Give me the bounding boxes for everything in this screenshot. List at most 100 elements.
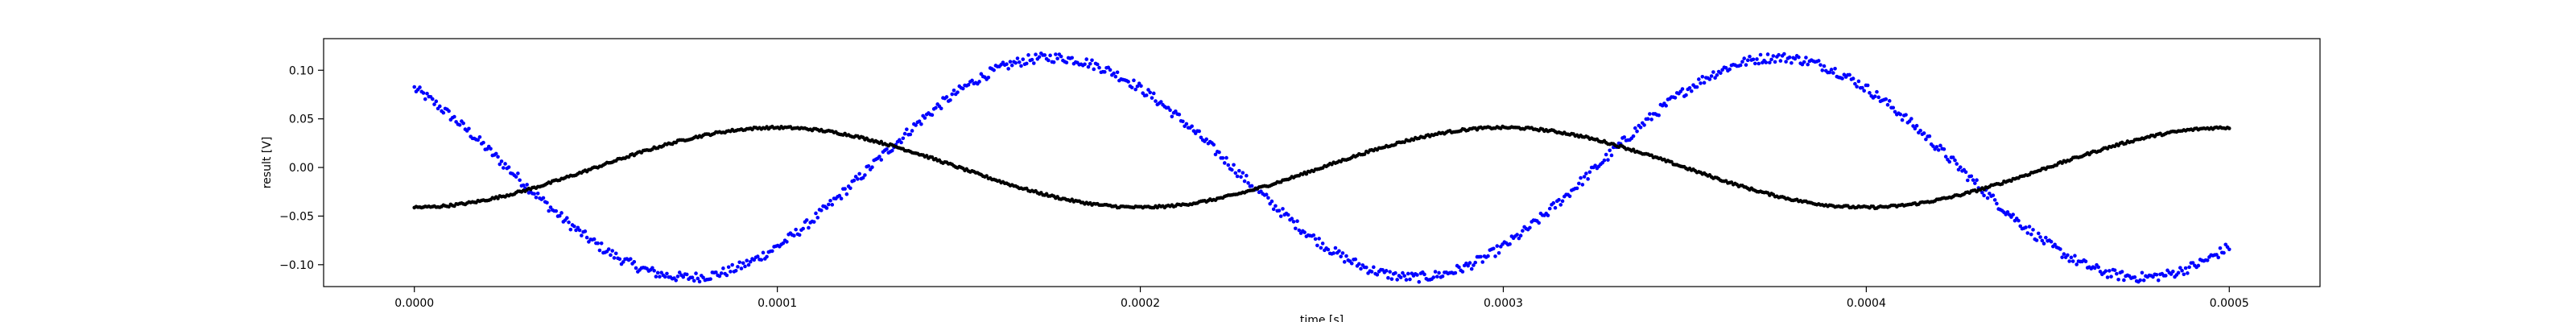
data-point — [1422, 272, 1426, 277]
x-tick-label: 0.0004 — [1847, 297, 1886, 310]
data-point — [2141, 278, 2146, 283]
data-point — [857, 171, 861, 176]
data-point — [1604, 152, 1608, 157]
data-point — [621, 260, 625, 264]
data-point — [1337, 249, 1341, 254]
data-point — [950, 92, 955, 97]
data-point — [1551, 200, 1556, 205]
data-point — [1927, 134, 1932, 138]
data-point — [1054, 52, 1058, 56]
data-point — [1479, 254, 1483, 259]
data-point — [992, 68, 996, 72]
data-point — [503, 162, 507, 166]
data-point — [866, 163, 871, 168]
data-point — [545, 200, 549, 205]
data-point — [1757, 61, 1761, 66]
data-point — [759, 258, 764, 262]
data-point — [580, 233, 584, 237]
data-point — [1372, 265, 1376, 270]
data-point — [1402, 274, 1406, 278]
data-point — [1395, 278, 1399, 282]
data-point — [2037, 231, 2041, 236]
data-point — [2115, 271, 2119, 276]
data-point — [1955, 162, 1959, 166]
x-tick-label: 0.0005 — [2210, 297, 2249, 310]
data-point — [1408, 277, 1412, 282]
data-point — [654, 275, 658, 279]
data-point — [1375, 273, 1380, 277]
data-point — [2112, 268, 2117, 272]
data-point — [1740, 60, 1744, 64]
data-point — [1918, 128, 1922, 133]
data-point — [675, 275, 680, 279]
data-point — [1606, 158, 1610, 162]
data-point — [1406, 271, 1410, 276]
data-point — [665, 271, 669, 276]
data-point — [572, 224, 576, 229]
data-point — [1687, 85, 1692, 90]
data-point — [2116, 277, 2120, 282]
data-point — [2074, 262, 2079, 266]
data-point — [1988, 192, 1992, 196]
data-point — [2196, 263, 2201, 268]
data-point — [736, 265, 740, 269]
data-point — [930, 113, 935, 118]
data-point — [559, 211, 564, 215]
data-point — [1213, 152, 1218, 157]
data-point — [655, 270, 660, 275]
data-point — [870, 165, 874, 170]
data-point — [489, 147, 493, 151]
data-point — [939, 106, 943, 111]
data-point — [1515, 233, 1519, 237]
data-point — [2024, 225, 2028, 229]
data-point — [919, 122, 923, 126]
data-point — [948, 98, 952, 102]
data-point — [2092, 266, 2097, 270]
data-point — [781, 241, 786, 246]
data-point — [899, 140, 903, 145]
data-point — [2156, 278, 2161, 283]
data-point — [1853, 81, 1857, 86]
data-point — [1635, 129, 1639, 134]
data-point — [2058, 247, 2062, 251]
data-point — [1184, 122, 1189, 126]
data-point — [1804, 56, 1808, 60]
data-point — [502, 166, 506, 170]
data-point — [1745, 58, 1750, 63]
data-point — [794, 227, 798, 232]
data-point — [547, 208, 551, 213]
data-point — [1645, 117, 1650, 121]
data-point — [1269, 199, 1274, 204]
data-point — [432, 102, 436, 106]
data-point — [1700, 74, 1705, 79]
data-point — [1440, 274, 1445, 279]
data-point — [518, 178, 522, 183]
data-point — [902, 131, 907, 136]
data-point — [1934, 145, 1939, 149]
data-point — [1728, 67, 1732, 72]
data-point — [1806, 62, 1810, 67]
data-point — [1006, 67, 1010, 71]
data-point — [729, 270, 733, 274]
data-point — [2163, 274, 2168, 278]
data-point — [739, 266, 744, 270]
data-point — [1281, 207, 1285, 211]
x-tick-label: 0.0002 — [1121, 297, 1160, 310]
data-point — [1088, 61, 1092, 66]
data-point — [694, 271, 698, 275]
data-point — [1546, 213, 1550, 217]
data-point — [2069, 255, 2074, 260]
data-point — [577, 228, 582, 233]
data-point — [1181, 119, 1185, 124]
data-point — [1037, 55, 1042, 60]
data-point — [1083, 62, 1087, 67]
data-point — [1235, 174, 1240, 179]
data-point — [1232, 163, 1236, 167]
data-point — [837, 193, 842, 198]
data-point — [1291, 220, 1296, 224]
data-point — [724, 273, 729, 278]
data-point — [1132, 78, 1136, 83]
data-point — [2044, 235, 2048, 240]
data-point — [811, 220, 816, 224]
data-point — [1963, 170, 1968, 175]
